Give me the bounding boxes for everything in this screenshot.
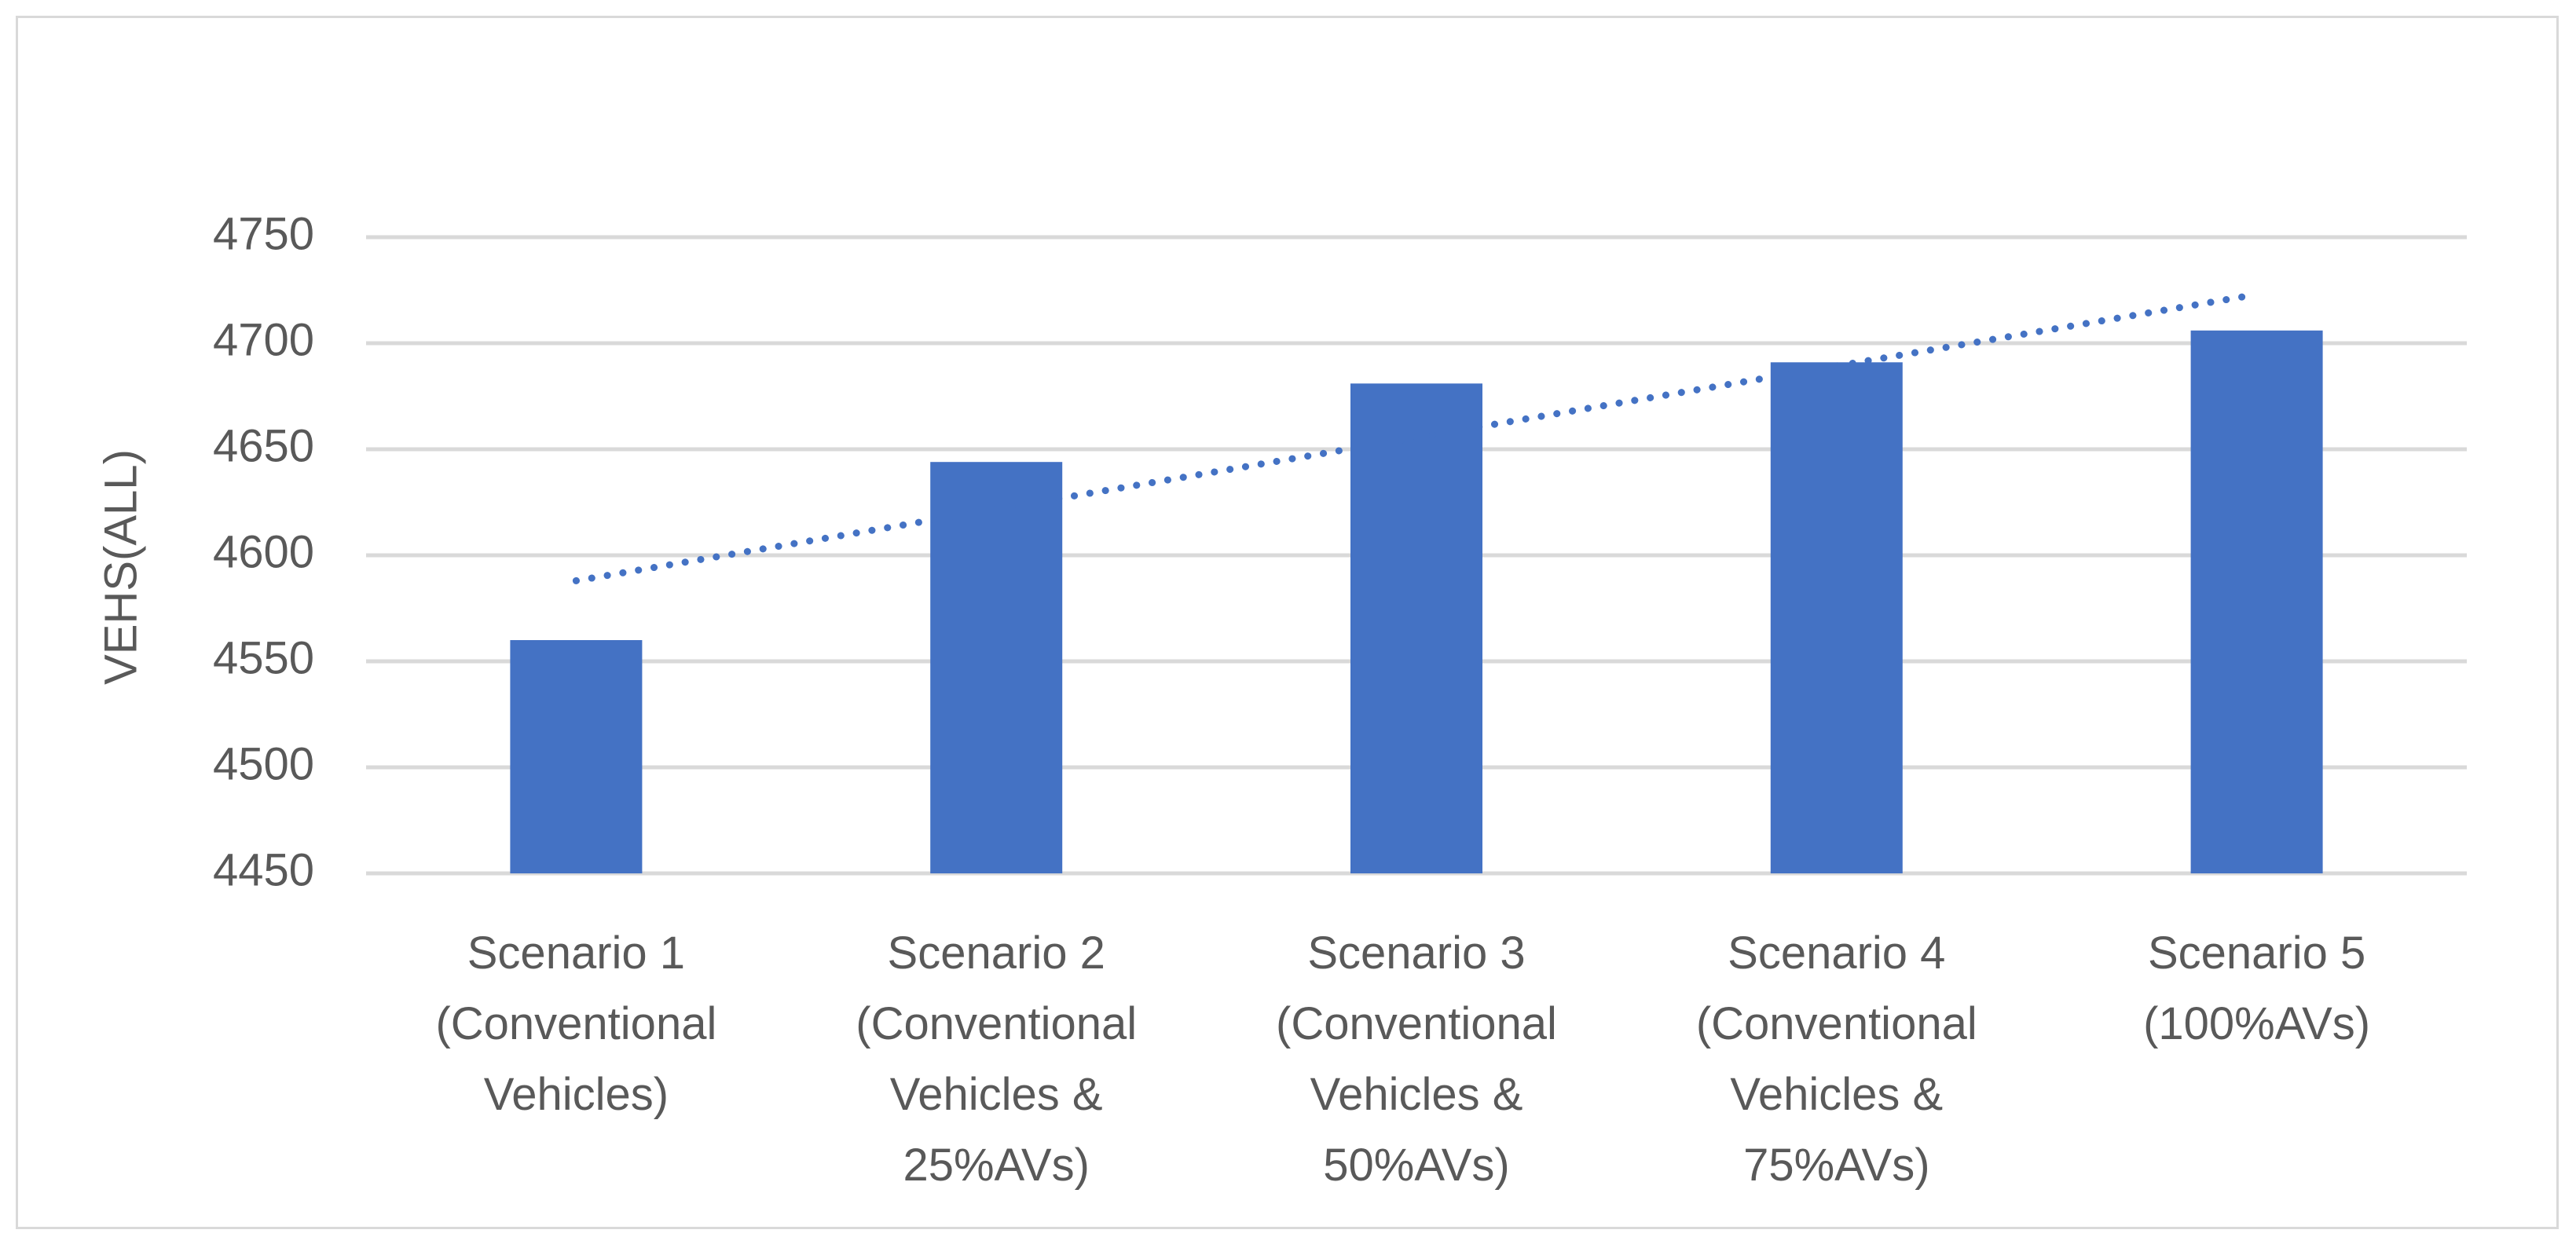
x-category-label-line: (Conventional [1276, 998, 1557, 1049]
x-category-label-line: Vehicles & [1310, 1069, 1523, 1120]
x-category-label-line: 75%AVs) [1743, 1140, 1929, 1191]
x-category-label-line: Scenario 5 [2148, 928, 2365, 979]
x-category-label-line: Vehicles & [1730, 1069, 1943, 1120]
x-category-label: Scenario 2 (Conventional Vehicles & 25%AVs) [856, 928, 1137, 1191]
trendline-layer [572, 291, 2261, 584]
y-tick-label: 4550 [213, 632, 314, 683]
x-category-label-line: Scenario 3 [1307, 928, 1525, 979]
trendline [572, 291, 2261, 584]
x-category-label-line: (100%AVs) [2143, 998, 2370, 1049]
y-tick-label: 4750 [213, 208, 314, 259]
x-category-label-line: Scenario 2 [888, 928, 1105, 979]
bars [510, 330, 2323, 873]
y-tick-label: 4450 [213, 844, 314, 895]
bar [930, 462, 1063, 873]
bar [1770, 362, 1903, 873]
y-axis-title: VEHS(ALL) [95, 449, 146, 685]
x-category-label: Scenario 3 (Conventional Vehicles & 50%AVs) [1276, 928, 1557, 1191]
x-axis-categories: Scenario 1 (Conventional Vehicles)Scenario… [435, 928, 2370, 1191]
x-category-label: Scenario 4 (Conventional Vehicles & 75%AVs) [1696, 928, 1977, 1191]
x-category-label-line: 25%AVs) [903, 1140, 1089, 1191]
y-axis-ticks: 4450 4500 4550 4600 4650 4700 4750 [213, 208, 314, 895]
bar [510, 640, 643, 873]
y-tick-label: 4600 [213, 526, 314, 577]
x-category-label-line: (Conventional [856, 998, 1137, 1049]
bar [2190, 330, 2323, 873]
x-category-label-line: Scenario 4 [1728, 928, 1945, 979]
y-tick-label: 4500 [213, 738, 314, 789]
chart-frame [16, 16, 2559, 1229]
bar [1350, 383, 1482, 873]
x-category-label-line: (Conventional [435, 998, 716, 1049]
x-category-label-line: Vehicles) [484, 1069, 669, 1120]
y-tick-label: 4650 [213, 420, 314, 471]
x-category-label-line: (Conventional [1696, 998, 1977, 1049]
x-category-label-line: Scenario 1 [467, 928, 685, 979]
y-tick-label: 4700 [213, 314, 314, 365]
x-category-label-line: Vehicles & [890, 1069, 1103, 1120]
x-category-label-line: 50%AVs) [1323, 1140, 1509, 1191]
x-category-label: Scenario 5 (100%AVs) [2143, 928, 2370, 1049]
x-category-label: Scenario 1 (Conventional Vehicles) [435, 928, 716, 1120]
